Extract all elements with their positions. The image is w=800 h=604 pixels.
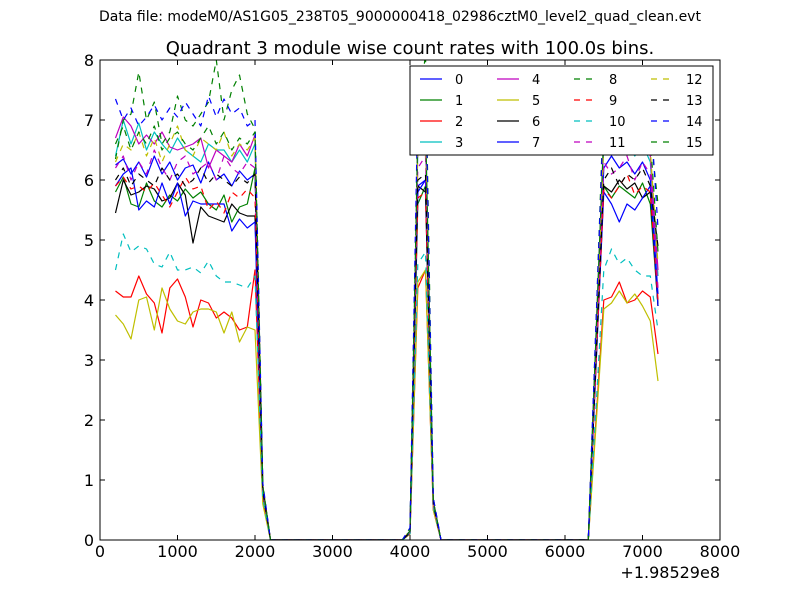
legend-label: 6 (532, 115, 540, 130)
x-tick-label: 5000 (467, 542, 508, 561)
legend-label: 11 (609, 136, 626, 151)
legend-label: 10 (609, 115, 626, 130)
legend-label: 15 (686, 136, 703, 151)
series-line-6 (114, 179, 659, 540)
series-line-5 (115, 269, 659, 540)
legend-entry-15: 15 (651, 136, 703, 151)
ticks-layer: 0 1000 2000 3000 4000 5000 6000 7000 80000123456… (84, 51, 741, 561)
series-line-0 (115, 155, 659, 540)
legend-label: 7 (532, 136, 540, 151)
series-line-1 (114, 167, 659, 540)
series-line-3 (114, 119, 659, 540)
x-tick-label: 6000 (545, 542, 586, 561)
x-tick-label: 4000 (390, 542, 431, 561)
x-tick-label: 0 (95, 542, 105, 561)
legend-entry-4: 4 (497, 73, 540, 88)
legend-label: 0 (455, 73, 463, 88)
legend-entry-8: 8 (574, 73, 617, 88)
series-line-15 (114, 119, 659, 540)
legend-entry-1: 1 (420, 94, 463, 109)
legend-label: 3 (455, 136, 463, 151)
legend-label: 8 (609, 73, 617, 88)
legend-entry-9: 9 (574, 94, 617, 109)
legend-label: 9 (609, 94, 617, 109)
legend-label: 13 (686, 94, 703, 109)
y-tick-label: 4 (84, 291, 94, 310)
series-line-13 (114, 167, 659, 540)
series-line-11 (114, 149, 659, 540)
legend-label: 4 (532, 73, 540, 88)
legend-entry-2: 2 (420, 115, 463, 130)
figure-suptitle: Data file: modeM0/AS1G05_238T05_90000004… (99, 9, 701, 25)
legend-label: 12 (686, 73, 703, 88)
legend-label: 2 (455, 115, 463, 130)
legend-label: 14 (686, 115, 703, 130)
legend-entry-13: 13 (651, 94, 703, 109)
y-tick-label: 2 (84, 411, 94, 430)
series-line-2 (115, 269, 659, 540)
series-line-12 (114, 125, 659, 540)
x-tick-label: 8000 (700, 542, 741, 561)
x-tick-label: 2000 (235, 542, 276, 561)
legend-label: 5 (532, 94, 540, 109)
y-tick-label: 8 (84, 51, 94, 70)
series-layer (114, 60, 659, 540)
legend-entry-14: 14 (651, 115, 703, 130)
x-tick-label: 1000 (157, 542, 198, 561)
legend-entry-3: 3 (420, 136, 463, 151)
series-line-7 (114, 167, 659, 540)
y-tick-label: 7 (84, 111, 94, 130)
series-line-10 (114, 233, 659, 540)
y-tick-label: 5 (84, 231, 94, 250)
legend-entry-0: 0 (420, 73, 463, 88)
legend-entry-11: 11 (574, 136, 626, 151)
series-line-4 (114, 116, 659, 540)
x-offset-label: +1.98529e8 (620, 563, 720, 582)
x-tick-label: 7000 (622, 542, 663, 561)
y-tick-label: 0 (84, 531, 94, 550)
chart-title: Quadrant 3 module wise count rates with … (166, 38, 655, 59)
legend-label: 1 (455, 94, 463, 109)
y-tick-label: 3 (84, 351, 94, 370)
series-line-8 (114, 60, 659, 540)
legend-entry-6: 6 (497, 115, 540, 130)
legend-entry-7: 7 (497, 136, 540, 151)
series-line-9 (115, 173, 659, 540)
x-tick-label: 3000 (312, 542, 353, 561)
legend-box (409, 65, 714, 156)
legend-entry-10: 10 (574, 115, 626, 130)
y-tick-label: 6 (84, 171, 94, 190)
y-tick-label: 1 (84, 471, 94, 490)
legend-entry-12: 12 (651, 73, 703, 88)
legend-entry-5: 5 (497, 94, 540, 109)
